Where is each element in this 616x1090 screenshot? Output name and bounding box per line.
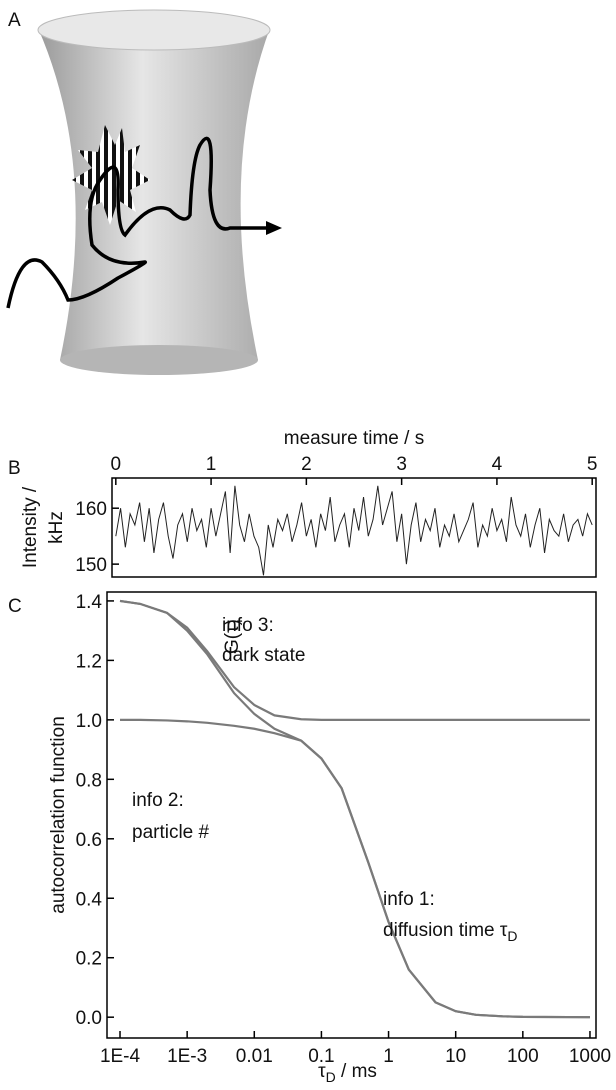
x-tick-label: 1 [206,454,217,475]
series-line [119,599,590,1019]
y-tick-label: 160 [75,499,107,520]
annotation: dark state [222,645,305,666]
x-tick-label: 100 [507,1046,539,1067]
x-tick-label: 0.1 [308,1046,334,1067]
arrow-head [266,221,282,235]
y-tick-label: 0.4 [76,889,103,910]
y-axis-label: Intensity / [20,486,41,568]
y-tick-label: 1.0 [76,711,102,732]
y-axis-label: kHz [46,511,67,544]
annotation: info 3: [222,615,274,636]
panel-label: A [8,10,21,31]
y-tick-label: 0.8 [76,770,102,791]
annotation: info 1: [383,889,435,910]
y-tick-label: 1.2 [76,651,102,672]
series-line [115,485,593,576]
y-tick-label: 0.2 [76,949,102,970]
panel-label: C [8,596,22,617]
y-tick-label: 150 [75,555,107,576]
diffusion-path [6,136,268,309]
annotation-subscript: D [507,928,517,944]
x-tick-label: 1E-4 [100,1046,141,1067]
y-axis-label: autocorrelation function [48,716,69,914]
x-axis-label-symbol: τ [318,1061,326,1082]
annotation-text: diffusion time τ [383,920,508,941]
y-tick-label: 1.4 [76,592,103,613]
x-tick-label: 2 [301,454,312,475]
x-tick-label: 1000 [569,1046,611,1067]
series-line [120,718,590,1019]
panel-label: B [8,458,21,479]
x-axis-label-subscript: D [326,1069,336,1085]
top-ellipse [37,9,271,51]
annotation: particle # [132,822,210,843]
x-tick-label: 1 [383,1046,394,1067]
annotation: diffusion time τD [383,920,518,944]
x-tick-label: 10 [445,1046,466,1067]
series-line [119,599,590,721]
x-tick-label: 0.01 [236,1046,273,1067]
x-tick-label: 4 [492,454,503,475]
y-tick-label: 0.0 [76,1008,102,1029]
annotation: G(τ) [222,619,243,654]
plot-frame [111,477,597,578]
x-tick-label: 1E-3 [167,1046,207,1067]
x-tick-label: 3 [396,454,407,475]
annotation: info 2: [132,790,184,811]
x-axis-label-unit: / ms [336,1061,377,1082]
x-tick-label: 0 [111,454,122,475]
focal-volume [38,28,270,360]
bottom-ellipse [60,345,258,375]
x-axis-label: τD / ms [318,1061,377,1085]
plot-frame [106,591,597,1039]
illustration: A [6,9,282,375]
x-tick-label: 5 [587,454,598,475]
x-axis-label: measure time / s [284,428,424,449]
y-tick-label: 0.6 [76,830,102,851]
